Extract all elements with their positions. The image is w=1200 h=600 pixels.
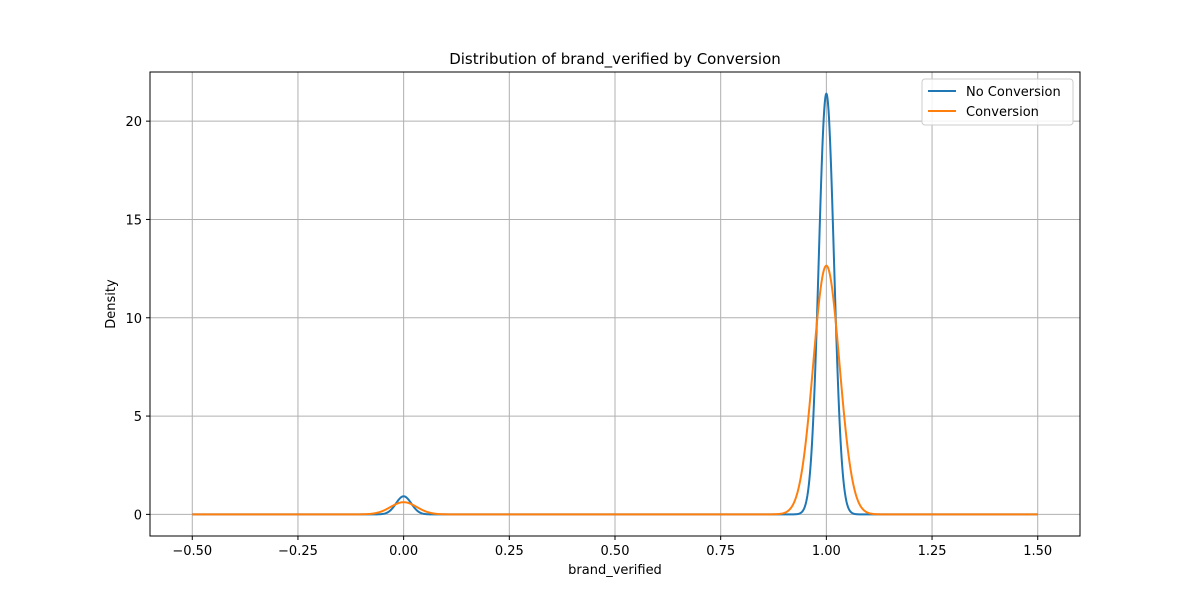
- y-tick-label: 15: [125, 213, 142, 228]
- series-layer: [191, 92, 1039, 516]
- y-tick-label: 5: [134, 410, 142, 425]
- y-axis-label: Density: [104, 279, 119, 329]
- x-tick-label: 1.25: [918, 544, 947, 559]
- grid: [150, 72, 1080, 536]
- y-tick-label: 0: [134, 508, 142, 523]
- ticks: −0.50 −0.25 0.00 0.25 0.50 0.75 1.00 1.25 1.50 0 5…: [125, 115, 1052, 559]
- x-tick-label: 0.50: [601, 544, 630, 559]
- x-tick-label: 0.75: [706, 544, 735, 559]
- x-axis-label: brand_verified: [568, 563, 662, 578]
- chart-title: Distribution of brand_verified by Conver…: [449, 50, 781, 69]
- legend-label-no-conversion: No Conversion: [966, 85, 1061, 100]
- x-tick-label: 1.50: [1023, 544, 1052, 559]
- legend: No Conversion Conversion: [921, 78, 1074, 126]
- x-tick-label: 0.25: [495, 544, 524, 559]
- x-tick-label: 0.00: [389, 544, 418, 559]
- x-tick-label: −0.50: [172, 544, 212, 559]
- y-tick-label: 20: [125, 115, 142, 130]
- legend-label-conversion: Conversion: [966, 105, 1039, 120]
- x-tick-label: −0.25: [278, 544, 318, 559]
- y-tick-label: 10: [125, 312, 142, 327]
- x-tick-label: 1.00: [812, 544, 841, 559]
- series-line-conversion: [191, 264, 1039, 516]
- legend-box: [921, 78, 1074, 126]
